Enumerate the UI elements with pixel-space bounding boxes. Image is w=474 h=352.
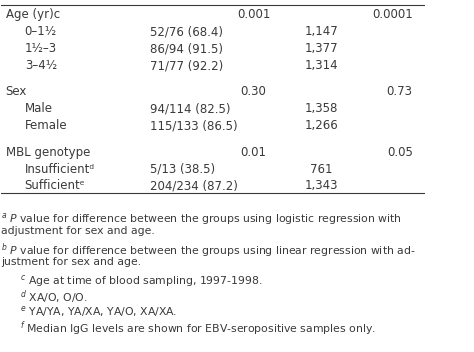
Text: $^b$ $P$ value for difference between the groups using linear regression with ad: $^b$ $P$ value for difference between th… xyxy=(1,242,416,260)
Text: $^f$ Median IgG levels are shown for EBV-seropositive samples only.: $^f$ Median IgG levels are shown for EBV… xyxy=(20,319,376,338)
Text: 0–1½: 0–1½ xyxy=(25,25,57,38)
Text: 0.73: 0.73 xyxy=(387,86,413,99)
Text: MBL genotype: MBL genotype xyxy=(6,146,90,159)
Text: 761: 761 xyxy=(310,163,333,176)
Text: 1½–3: 1½–3 xyxy=(25,42,57,55)
Text: 1,377: 1,377 xyxy=(305,42,338,55)
Text: adjustment for sex and age.: adjustment for sex and age. xyxy=(1,226,155,236)
Text: Age (yr)ᴄ: Age (yr)ᴄ xyxy=(6,8,60,21)
Text: $^e$ YA/YA, YA/XA, YA/O, XA/XA.: $^e$ YA/YA, YA/XA, YA/O, XA/XA. xyxy=(20,304,178,319)
Text: 94/114 (82.5): 94/114 (82.5) xyxy=(150,102,230,115)
Text: justment for sex and age.: justment for sex and age. xyxy=(1,257,142,267)
Text: 0.05: 0.05 xyxy=(387,146,413,159)
Text: Sufficientᵉ: Sufficientᵉ xyxy=(25,180,85,193)
Text: Female: Female xyxy=(25,119,67,132)
Text: 86/94 (91.5): 86/94 (91.5) xyxy=(150,42,223,55)
Text: 1,266: 1,266 xyxy=(305,119,338,132)
Text: 0.01: 0.01 xyxy=(241,146,267,159)
Text: Sex: Sex xyxy=(6,86,27,99)
Text: $^a$ $P$ value for difference between the groups using logistic regression with: $^a$ $P$ value for difference between th… xyxy=(1,211,402,227)
Text: 52/76 (68.4): 52/76 (68.4) xyxy=(150,25,223,38)
Text: $^c$ Age at time of blood sampling, 1997-1998.: $^c$ Age at time of blood sampling, 1997… xyxy=(20,273,263,289)
Text: Insufficientᵈ: Insufficientᵈ xyxy=(25,163,95,176)
Text: 0.30: 0.30 xyxy=(241,86,266,99)
Text: 204/234 (87.2): 204/234 (87.2) xyxy=(150,180,237,193)
Text: 3–4½: 3–4½ xyxy=(25,59,57,72)
Text: 0.001: 0.001 xyxy=(237,8,270,21)
Text: $^d$ XA/O, O/O.: $^d$ XA/O, O/O. xyxy=(20,288,88,306)
Text: 0.0001: 0.0001 xyxy=(372,8,413,21)
Text: 71/77 (92.2): 71/77 (92.2) xyxy=(150,59,223,72)
Text: 5/13 (38.5): 5/13 (38.5) xyxy=(150,163,215,176)
Text: Male: Male xyxy=(25,102,53,115)
Text: 115/133 (86.5): 115/133 (86.5) xyxy=(150,119,237,132)
Text: 1,147: 1,147 xyxy=(305,25,338,38)
Text: 1,343: 1,343 xyxy=(305,180,338,193)
Text: 1,314: 1,314 xyxy=(305,59,338,72)
Text: 1,358: 1,358 xyxy=(305,102,338,115)
